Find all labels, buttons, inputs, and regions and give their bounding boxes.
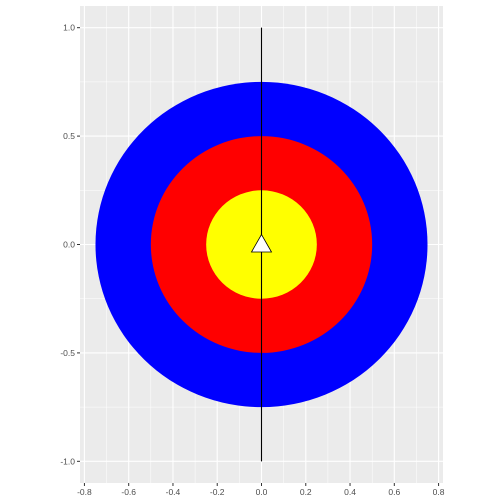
- x-tick-label: -0.6: [121, 487, 136, 497]
- x-tick-label: -0.2: [210, 487, 225, 497]
- x-tick-label: 0.8: [433, 487, 445, 497]
- y-tick-label: 0.5: [63, 131, 75, 141]
- x-tick-label: -0.4: [166, 487, 181, 497]
- x-axis: -0.8 -0.6 -0.4 -0.2 0.0 0.2 0.4 0.6 0.8: [77, 483, 445, 497]
- x-tick-label: -0.8: [77, 487, 92, 497]
- x-tick-label: 0.6: [388, 487, 400, 497]
- y-axis: -1.0 -0.5 0.0 0.5 1.0: [60, 23, 80, 466]
- y-tick-label: -0.5: [60, 348, 75, 358]
- x-tick-label: 0.4: [344, 487, 356, 497]
- y-tick-label: 0.0: [63, 240, 75, 250]
- x-tick-label: 0.0: [256, 487, 268, 497]
- y-tick-label: 1.0: [63, 23, 75, 33]
- y-tick-label: -1.0: [60, 456, 75, 466]
- x-tick-label: 0.2: [300, 487, 312, 497]
- triangle-point: [250, 233, 273, 253]
